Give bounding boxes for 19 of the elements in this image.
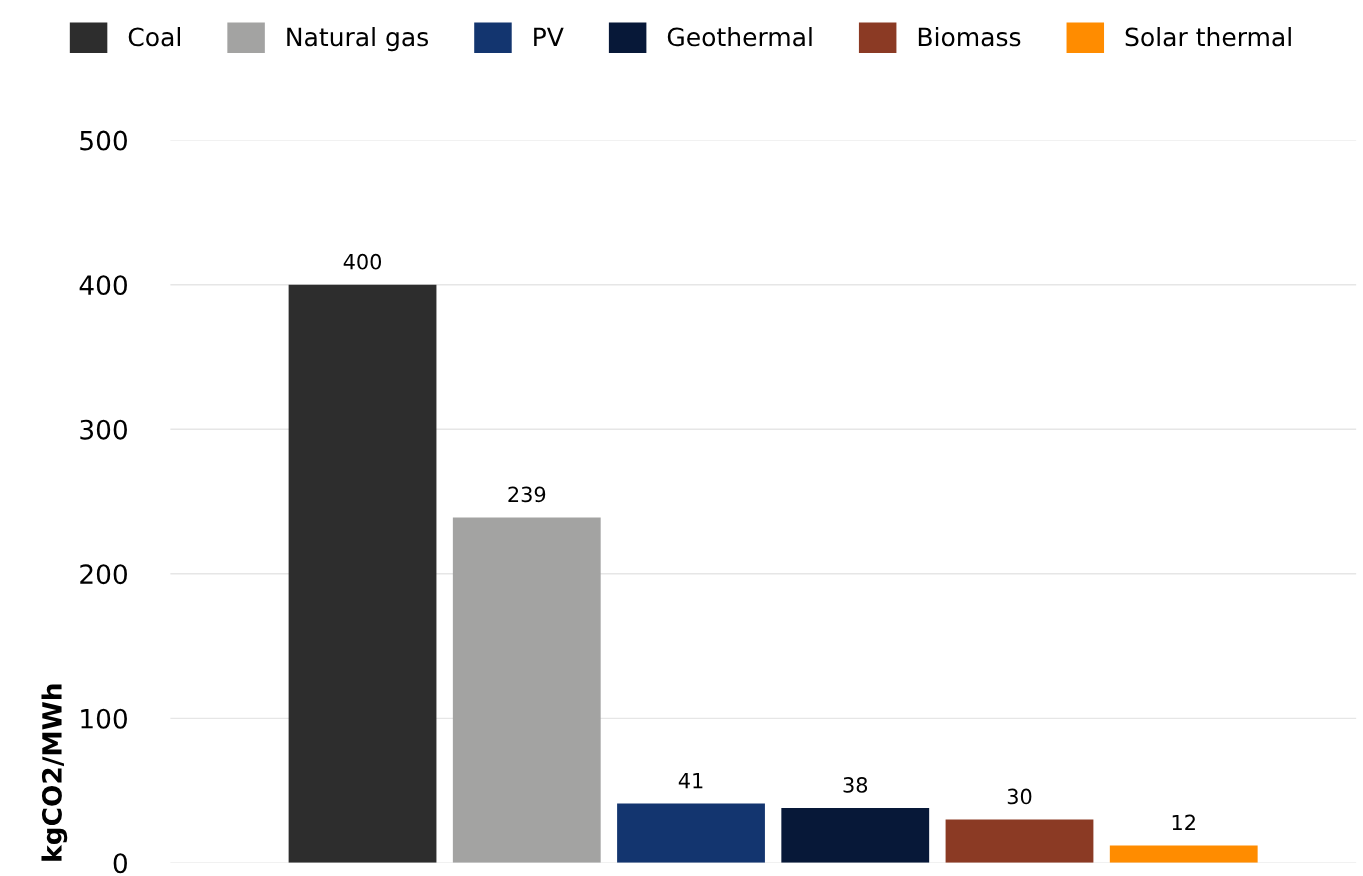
data-label: 30 [1007,788,1032,805]
y-tick-label: 200 [80,564,127,585]
legend-label: PV [534,27,564,46]
data-label: 239 [508,486,546,503]
legend-label: Geothermal [667,27,812,47]
legend-label: Coal [128,27,180,47]
data-label: 12 [1172,814,1195,831]
data-label: 41 [678,772,703,789]
data-label: 400 [343,253,382,270]
y-tick-label: 400 [79,275,127,296]
data-label: 38 [843,777,868,793]
legend-label: Solar thermal [1125,27,1291,47]
y-tick-label: 100 [81,708,127,729]
legend-label: Natural gas [287,27,428,52]
y-tick-label: 500 [80,130,127,151]
legend-label: Biomass [918,27,1021,47]
y-axis-title: kgCO2/MWh [41,684,68,861]
y-tick-label: 0 [113,853,127,874]
y-tick-label: 300 [80,419,127,440]
